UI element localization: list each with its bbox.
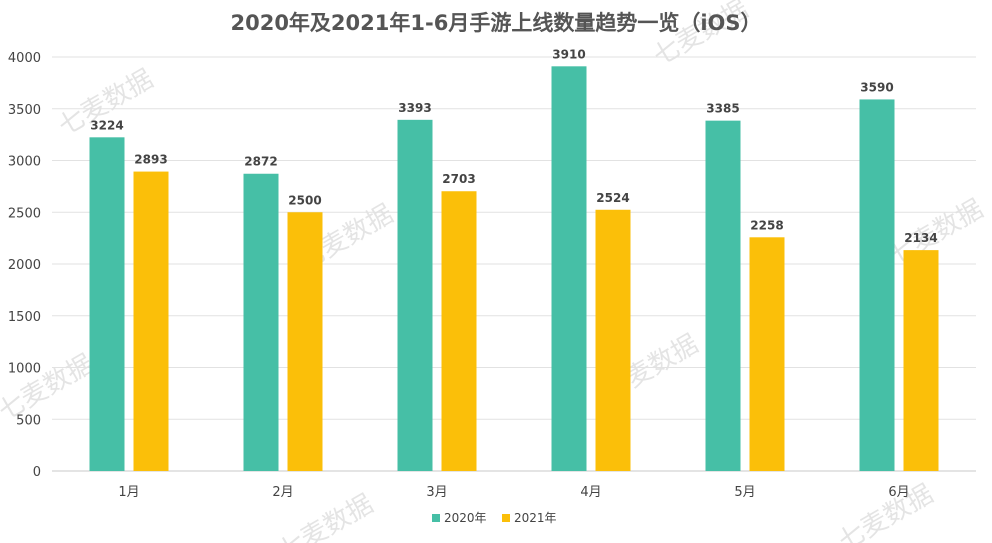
y-tick-label: 4000: [8, 51, 41, 66]
x-axis: 1月 2月 3月 4月 5月 6月: [118, 485, 909, 500]
data-label: 2703: [442, 172, 475, 186]
bars: [89, 66, 939, 472]
y-tick-label: 2500: [8, 206, 41, 221]
bar-2020年-4月: [551, 66, 587, 471]
data-label: 2872: [244, 155, 277, 169]
chart-title: 2020年及2021年1-6月手游上线数量趋势一览（iOS）: [230, 11, 761, 35]
y-tick-label: 1000: [8, 362, 41, 377]
y-axis: 0 500 1000 1500 2000 2500 3000 3500 4000: [8, 51, 41, 480]
bar-2021年-3月: [441, 191, 477, 471]
data-label: 2524: [596, 191, 629, 205]
y-tick-label: 1500: [8, 310, 41, 325]
bar-2020年-3月: [397, 119, 433, 472]
bar-2021年-2月: [287, 212, 323, 471]
y-tick-label: 3500: [8, 103, 41, 118]
bar-2021年-4月: [595, 209, 631, 472]
data-labels: 3224 2893 2872 2500 3393 2703 3910 2524 3385 2258…: [90, 47, 937, 245]
data-label: 2134: [904, 231, 937, 245]
bar-2021年-1月: [133, 171, 169, 471]
legend-label: 2020年: [444, 511, 487, 525]
legend-label: 2021年: [514, 511, 557, 525]
x-tick-label: 5月: [734, 485, 755, 500]
y-tick-label: 2000: [8, 258, 41, 273]
bar-2021年-5月: [749, 237, 785, 471]
bar-2021年-6月: [903, 250, 939, 471]
x-tick-label: 6月: [888, 485, 909, 500]
data-label: 2893: [134, 153, 167, 167]
gridlines: [52, 56, 976, 472]
data-label: 3393: [398, 101, 431, 115]
legend-swatch: [432, 514, 440, 522]
x-tick-label: 4月: [580, 485, 601, 500]
x-tick-label: 3月: [426, 485, 447, 500]
y-tick-label: 0: [33, 465, 41, 480]
data-label: 2500: [288, 193, 321, 207]
legend-swatch: [502, 514, 510, 522]
data-label: 2258: [750, 218, 783, 232]
y-tick-label: 3000: [8, 155, 41, 170]
bar-2020年-5月: [705, 120, 741, 471]
bar-2020年-2月: [243, 173, 279, 472]
data-label: 3590: [860, 80, 893, 94]
x-tick-label: 2月: [272, 485, 293, 500]
y-tick-label: 500: [16, 413, 41, 428]
legend: 2020年 2021年: [432, 511, 557, 525]
watermark-text: 七麦数据: [833, 479, 938, 543]
data-label: 3224: [90, 118, 123, 132]
bar-2020年-1月: [89, 137, 125, 472]
x-tick-label: 1月: [118, 485, 139, 500]
bar-2020年-6月: [859, 99, 895, 471]
data-label: 3385: [706, 102, 739, 116]
data-label: 3910: [552, 47, 585, 61]
